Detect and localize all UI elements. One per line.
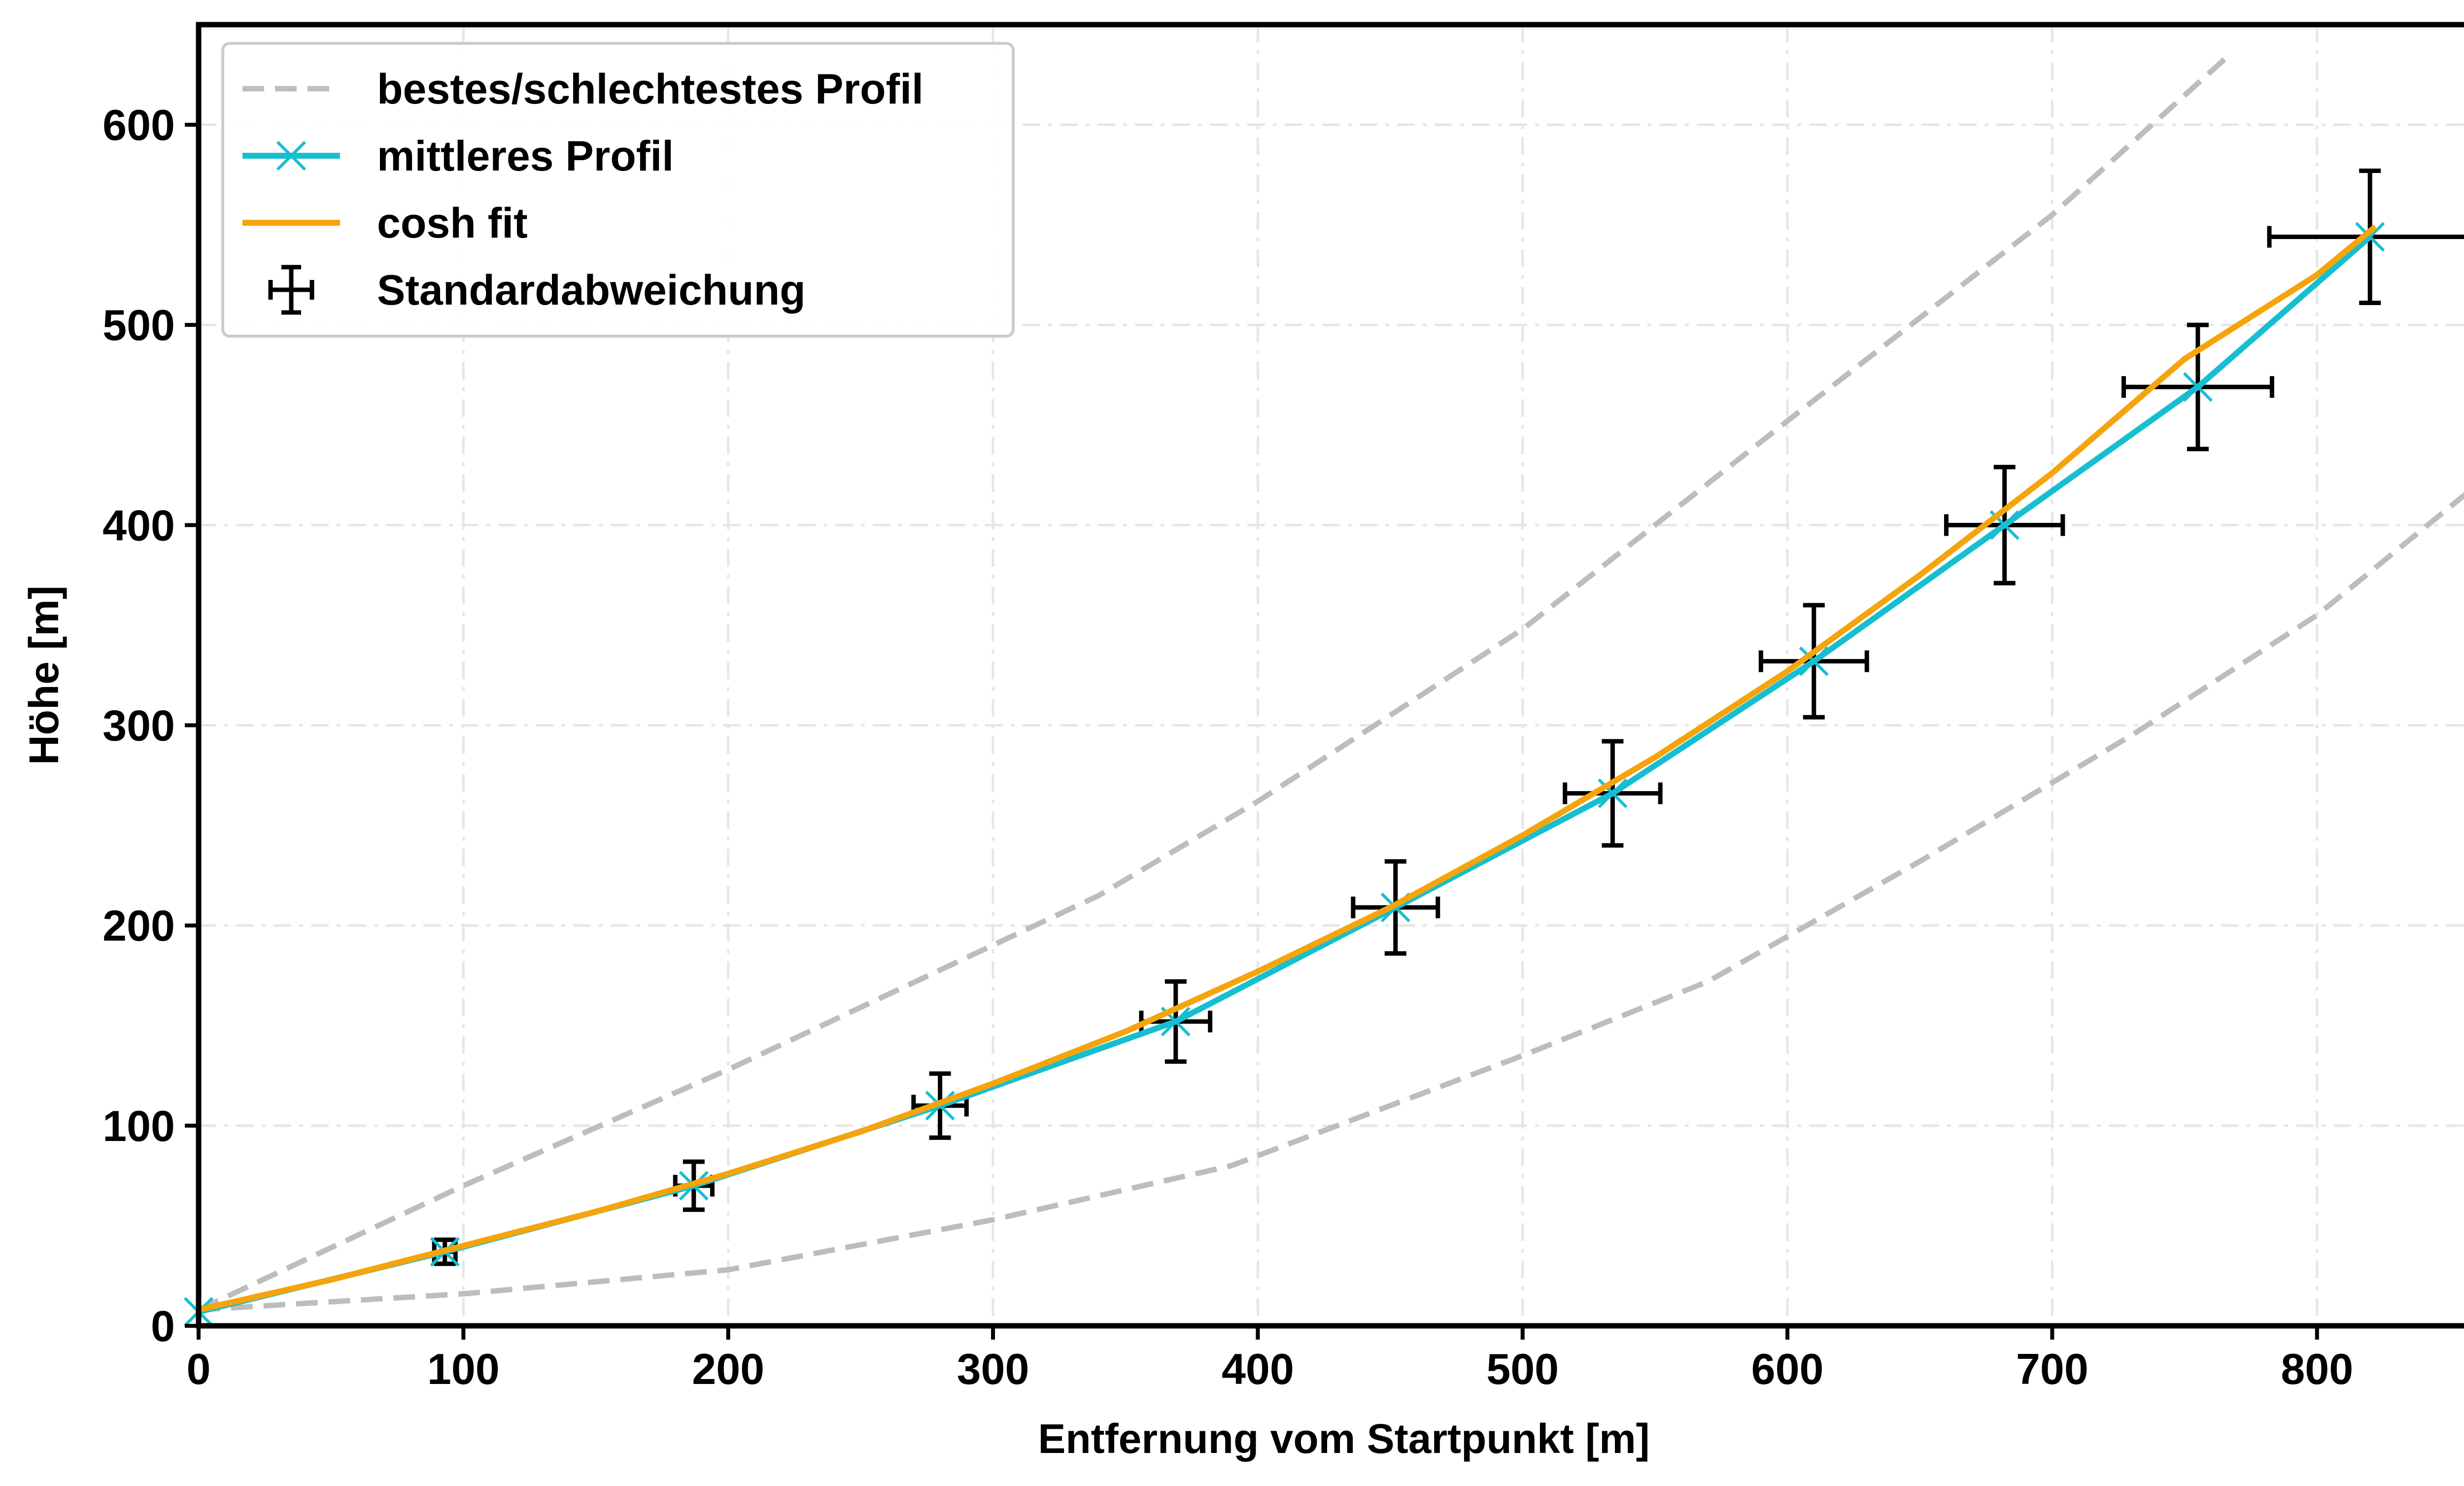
series-worst-profile (198, 492, 2464, 1313)
x-tick-label-4: 400 (1222, 1345, 1294, 1393)
x-tick-label-7: 700 (2016, 1345, 2088, 1393)
legend: bestes/schlechtestes Profil mittleres Pro… (221, 42, 1015, 338)
x-tick-label-8: 800 (2281, 1345, 2353, 1393)
plot-frame (196, 22, 2464, 1329)
mean-marker-6 (1598, 778, 1628, 808)
y-tick-label-6: 600 (103, 101, 175, 149)
x-tick-label-1: 100 (427, 1345, 500, 1393)
y-tick-label-4: 400 (103, 501, 175, 550)
legend-swatch-errorbar (268, 265, 314, 315)
mean-marker-b-6 (1598, 778, 1628, 808)
x-tick-label-0: 0 (187, 1345, 211, 1393)
y-tick-label-0: 0 (151, 1302, 175, 1350)
mean-marker-b-10 (2355, 222, 2385, 252)
legend-label-3: Standardabweichung (377, 267, 806, 314)
x-tick-label-2: 200 (692, 1345, 764, 1393)
x-tick-label-5: 500 (1486, 1345, 1559, 1393)
mean-marker-b-7 (1799, 646, 1829, 676)
x-axis-label: Entfernung vom Startpunkt [m] (1038, 1416, 1649, 1462)
legend-label-1: mittleres Profil (377, 133, 674, 180)
y-tick-label-2: 200 (103, 901, 175, 950)
mean-marker-9 (2183, 372, 2213, 402)
legend-swatch-mean (242, 140, 340, 171)
mean-marker-b-8 (1989, 510, 2019, 540)
legend-label-2: cosh fit (377, 200, 528, 247)
mean-marker-b-4 (1161, 1006, 1191, 1037)
y-tick-label-1: 100 (103, 1102, 175, 1150)
ticks: 0 100 200 300 400 500 600 700 800 0 100 200 300 400 50… (103, 101, 2353, 1393)
y-tick-label-3: 300 (103, 701, 175, 750)
series-cosh-fit (198, 224, 2377, 1313)
y-axis-label: Höhe [m] (21, 586, 67, 765)
legend-swatch-mean-marker-b (276, 140, 307, 171)
mean-marker-7 (1799, 646, 1829, 676)
mean-marker-b-9 (2183, 372, 2213, 402)
legend-box (221, 42, 1015, 338)
x-tick-label-6: 600 (1751, 1345, 1824, 1393)
legend-label-0: bestes/schlechtestes Profil (377, 66, 924, 113)
series-layer (183, 52, 2464, 1327)
y-tick-label-5: 500 (103, 301, 175, 349)
errorbar-4 (1351, 859, 1440, 956)
x-tick-label-3: 300 (957, 1345, 1029, 1393)
series-best-profile (197, 52, 2232, 1313)
mean-marker-10 (2355, 222, 2385, 252)
